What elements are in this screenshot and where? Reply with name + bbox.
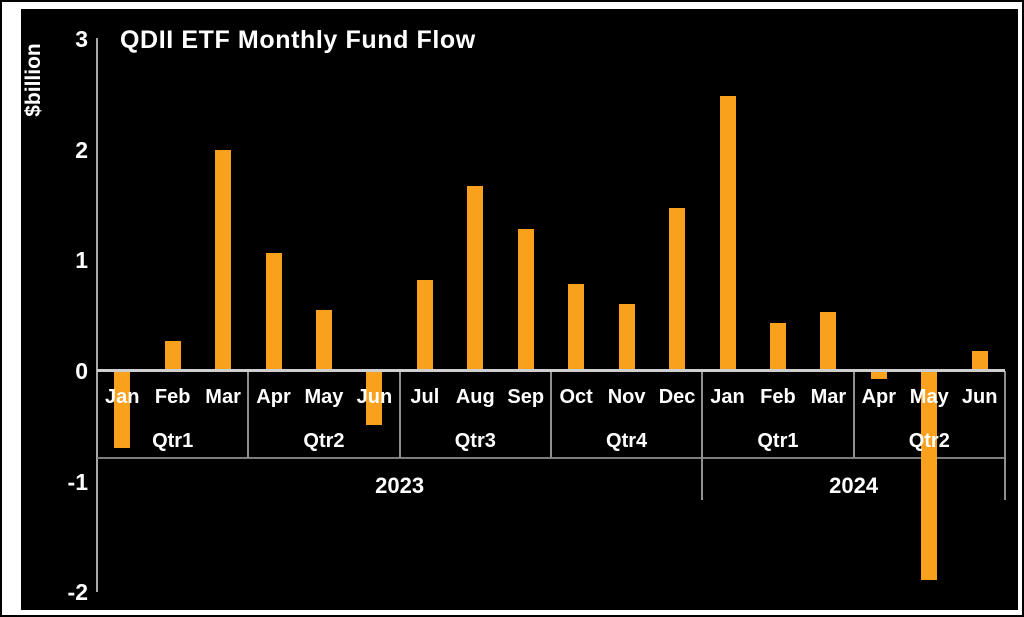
bar	[164, 341, 181, 371]
quarter-divider	[701, 371, 704, 500]
quarter-label: Qtr4	[606, 430, 648, 452]
bar	[971, 351, 988, 371]
quarter-divider	[247, 371, 250, 458]
bar	[769, 323, 786, 371]
month-label: Dec	[658, 386, 696, 408]
month-label: Apr	[861, 386, 897, 408]
bar	[215, 149, 232, 371]
month-label: Aug	[455, 386, 495, 408]
bar	[467, 186, 484, 371]
month-label: Oct	[559, 386, 593, 408]
bar	[669, 208, 686, 371]
plot-right-border	[1003, 371, 1006, 500]
month-label: Feb	[154, 386, 191, 408]
quarter-label: Qtr2	[303, 430, 345, 452]
quarter-divider	[398, 371, 401, 458]
y-tick-label: 2	[75, 136, 88, 163]
month-label: Jan	[104, 386, 140, 408]
quarter-divider	[549, 371, 552, 458]
y-tick-label: -2	[67, 579, 88, 606]
year-label: 2024	[829, 473, 879, 498]
bar	[517, 229, 534, 371]
month-label: Nov	[607, 386, 646, 408]
y-axis-spine	[96, 38, 98, 592]
bar	[870, 371, 887, 379]
x-axis-baseline	[97, 369, 1005, 372]
month-label: Jul	[410, 386, 440, 408]
month-label: Sep	[507, 386, 545, 408]
month-label: Jan	[710, 386, 745, 408]
bar	[265, 252, 282, 371]
month-label: Mar	[810, 386, 847, 408]
month-label: Feb	[760, 386, 796, 408]
bar	[114, 371, 131, 449]
bar	[719, 95, 736, 371]
bar	[416, 280, 433, 371]
quarter-divider	[852, 371, 855, 458]
quarter-label: Qtr1	[152, 430, 194, 452]
bar	[921, 371, 938, 581]
bar	[366, 371, 383, 426]
month-label: Mar	[205, 386, 241, 408]
chart-title: QDII ETF Monthly Fund Flow	[120, 26, 476, 54]
bar	[315, 310, 332, 371]
year-label: 2023	[375, 473, 425, 498]
quarter-label: Qtr1	[757, 430, 799, 452]
month-label: May	[909, 386, 949, 408]
month-label: May	[304, 386, 344, 408]
month-label: Jun	[961, 386, 998, 408]
y-tick-label: 0	[75, 358, 88, 384]
bar	[820, 312, 837, 371]
month-label: Jun	[356, 386, 393, 408]
bar	[618, 303, 635, 371]
y-tick-label: 3	[75, 26, 88, 53]
quarter-row-divider-line	[97, 457, 1005, 459]
quarter-label: Qtr3	[454, 430, 496, 452]
y-tick-label: -1	[67, 468, 88, 495]
bar	[568, 283, 585, 371]
y-tick-label: 1	[75, 247, 88, 274]
month-label: Apr	[256, 386, 291, 408]
quarter-label: Qtr2	[908, 430, 950, 452]
